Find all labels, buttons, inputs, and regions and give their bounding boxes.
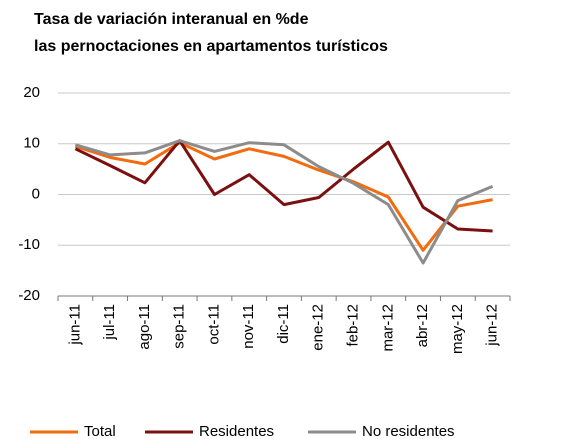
y-tick-label: 20 (23, 84, 40, 101)
x-tick-label: oct-11 (205, 304, 222, 345)
x-tick-label: dic-11 (275, 304, 292, 344)
x-tick-label: may-12 (449, 304, 466, 354)
chart-title: Tasa de variación interanual en %de (34, 11, 309, 28)
legend-label: No residentes (362, 423, 455, 439)
series-line (74, 139, 493, 233)
series-line (74, 141, 493, 252)
chart-title: las pernoctaciones en apartamentos turís… (34, 38, 388, 55)
x-tick-label: feb-12 (345, 304, 362, 347)
y-tick-label: 10 (23, 135, 40, 152)
x-tick-label: ene-12 (310, 304, 327, 351)
x-tick-label: mar-12 (379, 304, 396, 352)
y-tick-label: -10 (18, 236, 40, 253)
x-tick-label: sep-11 (171, 304, 188, 349)
x-tick-label: jul-11 (101, 304, 118, 341)
series-line (74, 139, 494, 265)
x-tick-label: jun-11 (66, 304, 83, 346)
legend-label: Total (84, 423, 116, 439)
y-tick-label: 0 (32, 185, 40, 202)
x-tick-label: jun-12 (484, 304, 501, 347)
x-tick-label: abr-12 (414, 304, 431, 347)
legend-label: Residentes (199, 423, 274, 439)
x-tick-label: nov-11 (240, 304, 257, 349)
y-tick-label: -20 (18, 287, 40, 304)
x-tick-label: ago-11 (136, 304, 153, 350)
